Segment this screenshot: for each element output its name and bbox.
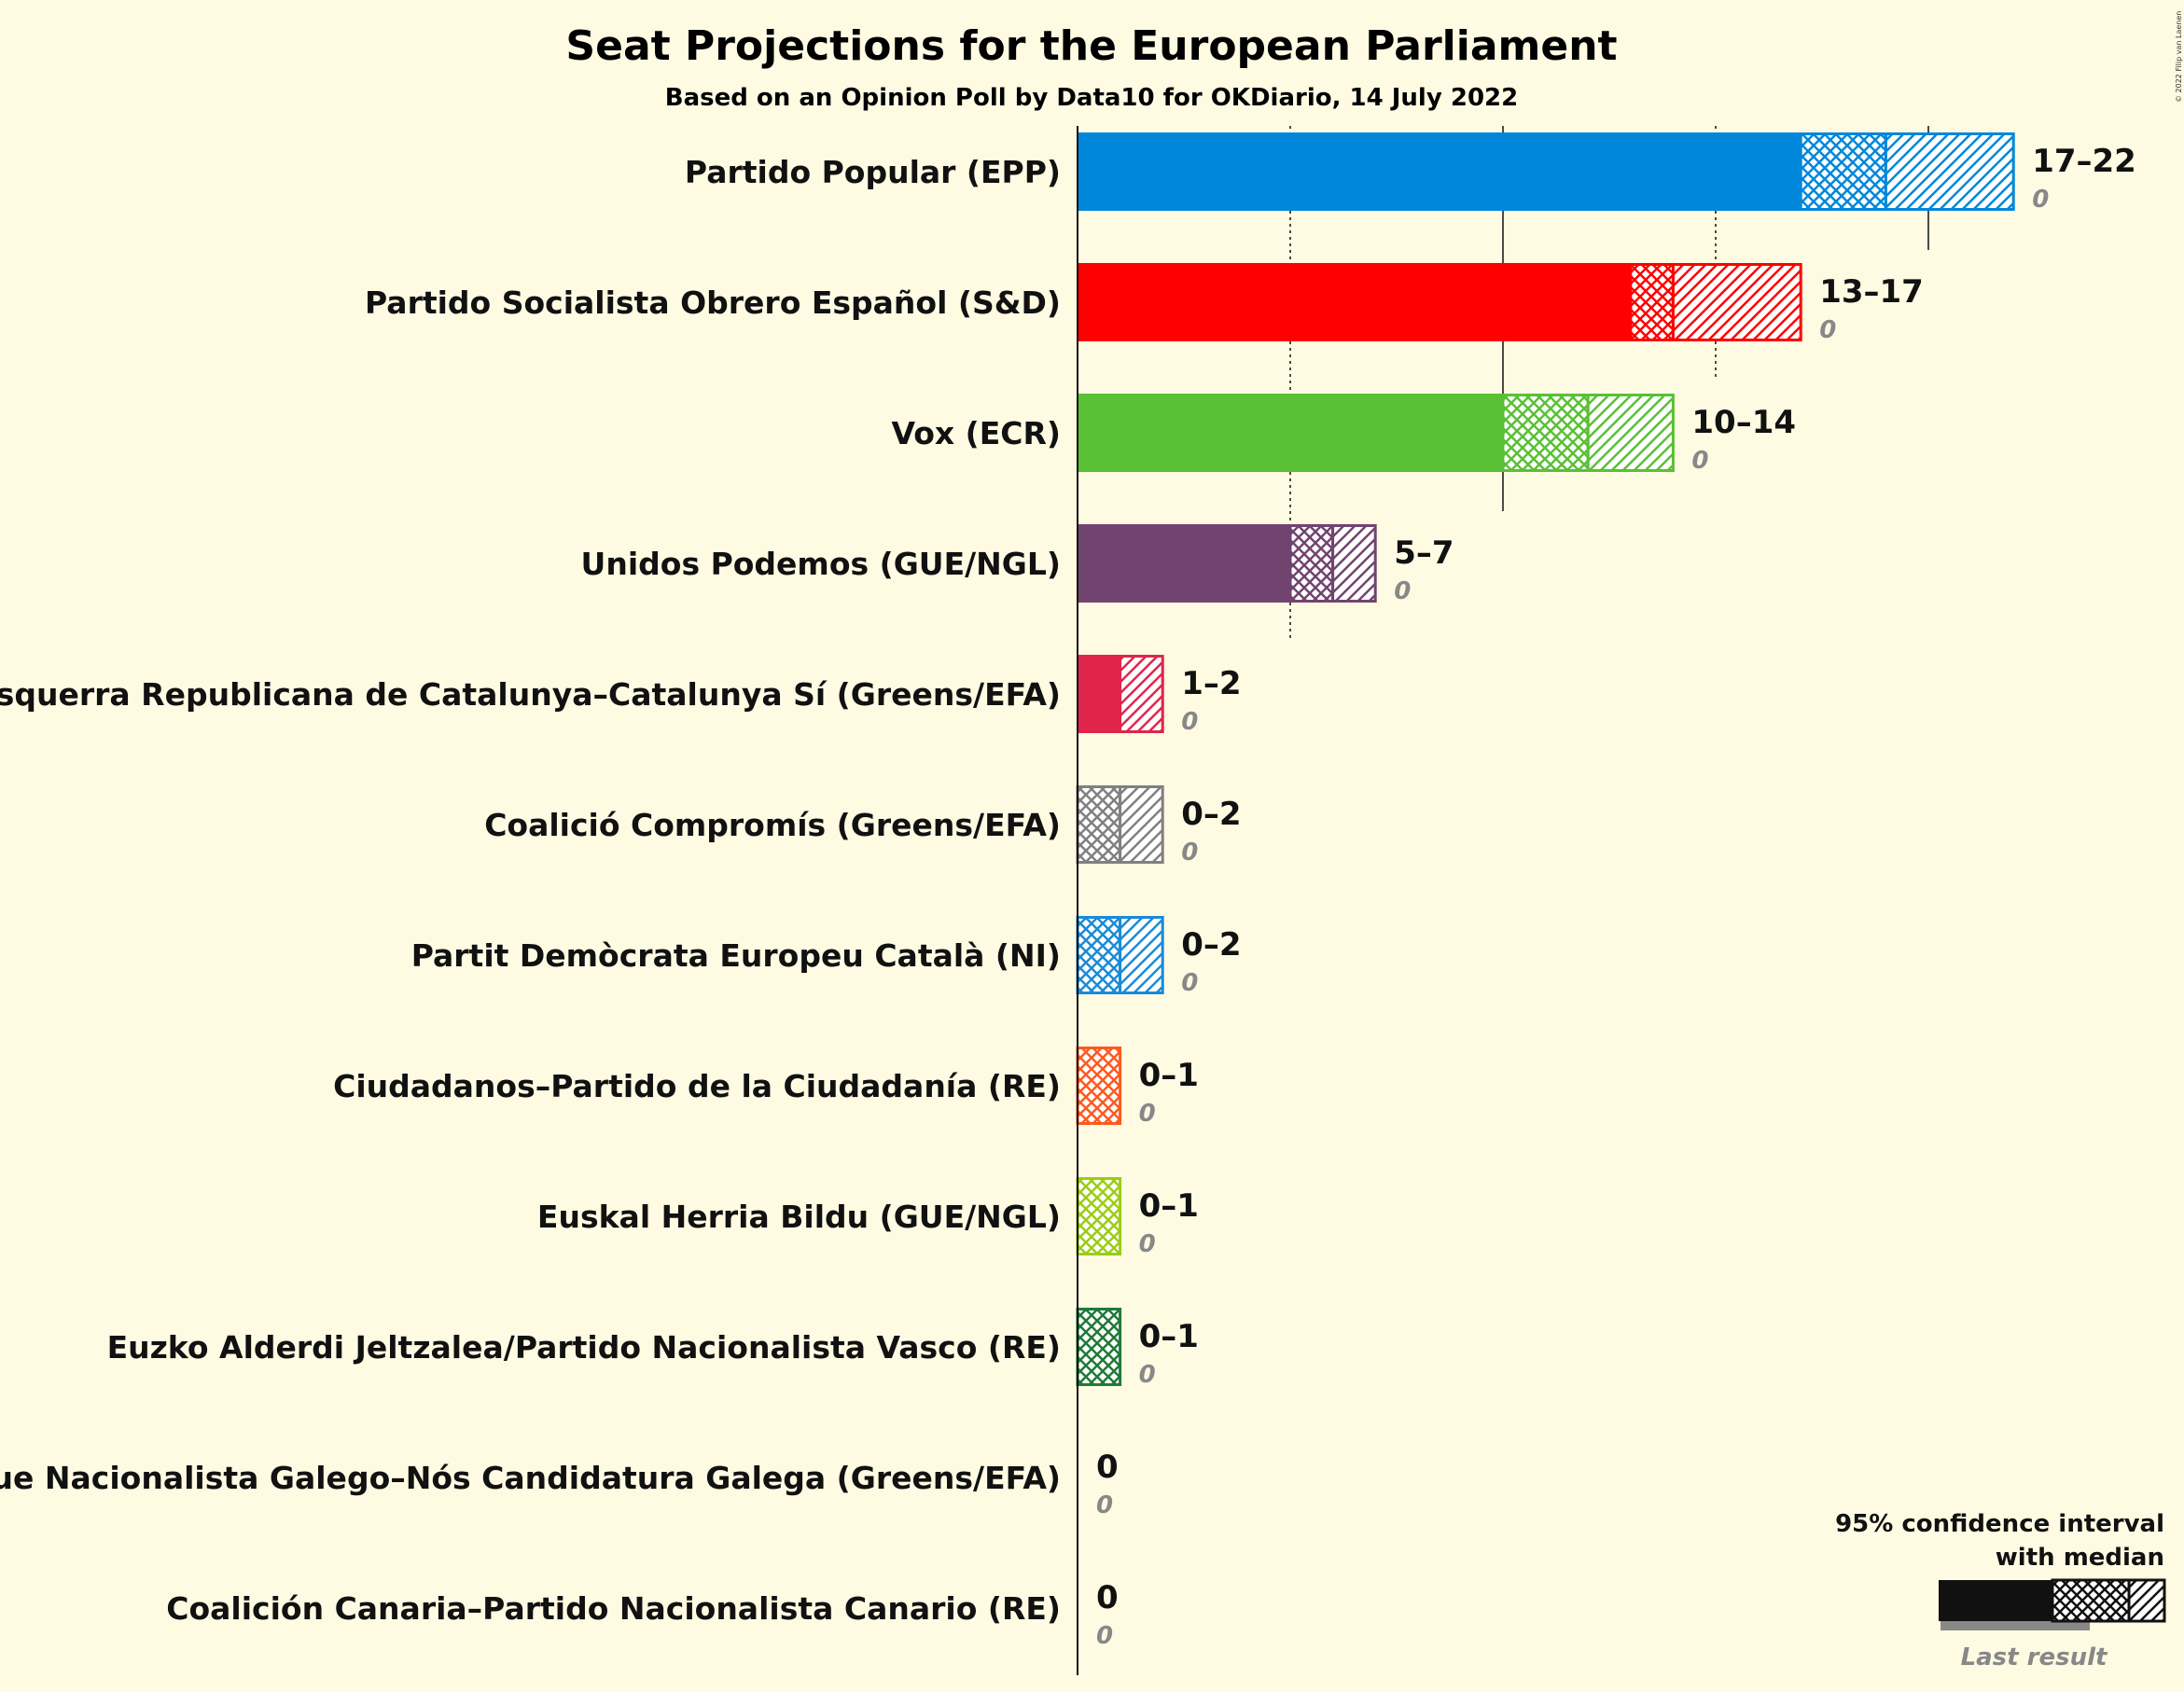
- last-result-label: 0: [1096, 1491, 1113, 1519]
- last-result-label: 0: [1181, 839, 1198, 867]
- bar-crosshatch: [1288, 524, 1335, 603]
- party-label: Esquerra Republicana de Catalunya–Catalu…: [0, 676, 1061, 713]
- bar-hatch: [1119, 655, 1164, 733]
- party-row: Euzko Alderdi Jeltzalea/Partido Nacional…: [107, 1308, 1199, 1389]
- range-label: 0: [1096, 1579, 1119, 1616]
- bar-crosshatch: [1076, 1177, 1122, 1255]
- last-result-label: 0: [1181, 708, 1198, 736]
- legend-line2: with median: [1996, 1544, 2164, 1572]
- bar-hatch: [1884, 132, 2015, 211]
- bar-crosshatch: [1076, 1308, 1122, 1386]
- legend-line1: 95% confidence interval: [1835, 1510, 2164, 1538]
- bar-hatch: [1331, 524, 1377, 603]
- legend-solid-bar: [1939, 1580, 2052, 1621]
- bar-solid: [1078, 263, 1631, 341]
- legend-last-result-label: Last result: [1961, 1643, 2108, 1671]
- bar-crosshatch: [1076, 1047, 1122, 1125]
- bar-solid: [1078, 394, 1503, 472]
- range-label: 0–2: [1181, 796, 1241, 833]
- bar-crosshatch: [1799, 132, 1887, 211]
- range-label: 5–7: [1394, 534, 1454, 572]
- party-label: Ciudadanos–Partido de la Ciudadanía (RE): [333, 1068, 1061, 1104]
- range-label: 0: [1096, 1449, 1119, 1486]
- legend-hatch-bar: [2127, 1578, 2166, 1623]
- party-label: Euzko Alderdi Jeltzalea/Partido Nacional…: [107, 1329, 1061, 1366]
- bar-hatch: [1671, 263, 1802, 341]
- range-label: 1–2: [1181, 665, 1241, 702]
- party-row: Ciudadanos–Partido de la Ciudadanía (RE)…: [333, 1047, 1199, 1128]
- party-row: Coalició Compromís (Greens/EFA) 0–2 0: [484, 785, 1242, 867]
- party-row: Esquerra Republicana de Catalunya–Catalu…: [0, 655, 1242, 736]
- party-row: Partido Socialista Obrero Español (S&D) 1…: [365, 263, 1924, 344]
- party-row: Unidos Podemos (GUE/NGL) 5–7 0: [581, 524, 1454, 605]
- range-label: 13–17: [1819, 273, 1924, 311]
- party-label: Coalició Compromís (Greens/EFA): [484, 807, 1061, 843]
- last-result-label: 0: [2032, 186, 2049, 214]
- bar-crosshatch: [1076, 916, 1122, 994]
- range-label: 0–1: [1139, 1318, 1199, 1355]
- range-label: 0–2: [1181, 926, 1241, 964]
- party-label: Partit Demòcrata Europeu Català (NI): [411, 937, 1061, 974]
- bar-hatch: [1586, 394, 1675, 472]
- bar-hatch: [1119, 916, 1164, 994]
- chart-title: Seat Projections for the European Parlia…: [565, 22, 1617, 70]
- last-result-label: 0: [1139, 1230, 1156, 1258]
- party-row: Vox (ECR) 10–14 0: [891, 394, 1796, 475]
- bar-solid: [1078, 132, 1801, 211]
- party-label: Bloque Nacionalista Galego–Nós Candidatu…: [0, 1460, 1061, 1496]
- party-label: Partido Popular (EPP): [685, 154, 1061, 190]
- party-label: Unidos Podemos (GUE/NGL): [581, 546, 1061, 582]
- last-result-label: 0: [1691, 447, 1708, 475]
- chart-subtitle: Based on an Opinion Poll by Data10 for O…: [665, 84, 1518, 112]
- bar-solid: [1078, 524, 1290, 603]
- bar-crosshatch: [1501, 394, 1590, 472]
- party-label: Euskal Herria Bildu (GUE/NGL): [537, 1199, 1061, 1235]
- last-result-label: 0: [1394, 577, 1411, 605]
- party-row: Bloque Nacionalista Galego–Nós Candidatu…: [0, 1449, 1119, 1519]
- range-label: 0–1: [1139, 1187, 1199, 1225]
- bar-crosshatch: [1076, 785, 1122, 864]
- last-result-label: 0: [1096, 1622, 1113, 1650]
- last-result-label: 0: [1139, 1361, 1156, 1389]
- range-label: 0–1: [1139, 1057, 1199, 1094]
- bar-crosshatch: [1629, 263, 1675, 341]
- range-label: 17–22: [2032, 143, 2136, 180]
- bar-hatch: [1119, 785, 1164, 864]
- party-row: Euskal Herria Bildu (GUE/NGL) 0–1 0: [537, 1177, 1199, 1258]
- party-row: Partido Popular (EPP) 17–22 0: [685, 132, 2136, 214]
- party-row: Partit Demòcrata Europeu Català (NI) 0–2 0: [411, 916, 1242, 997]
- range-label: 10–14: [1691, 404, 1796, 441]
- last-result-label: 0: [1139, 1100, 1156, 1128]
- last-result-label: 0: [1181, 969, 1198, 997]
- legend: 95% confidence interval with median Last…: [1835, 1510, 2166, 1671]
- party-label: Vox (ECR): [891, 415, 1061, 451]
- copyright-text: © 2022 Filip van Laenen: [2175, 11, 2183, 103]
- last-result-label: 0: [1819, 316, 1836, 344]
- party-label: Coalición Canaria–Partido Nacionalista C…: [166, 1590, 1061, 1627]
- legend-crosshatch-bar: [2051, 1578, 2131, 1623]
- party-label: Partido Socialista Obrero Español (S&D): [365, 284, 1061, 321]
- party-row: Coalición Canaria–Partido Nacionalista C…: [166, 1579, 1118, 1650]
- bar-solid: [1078, 655, 1120, 733]
